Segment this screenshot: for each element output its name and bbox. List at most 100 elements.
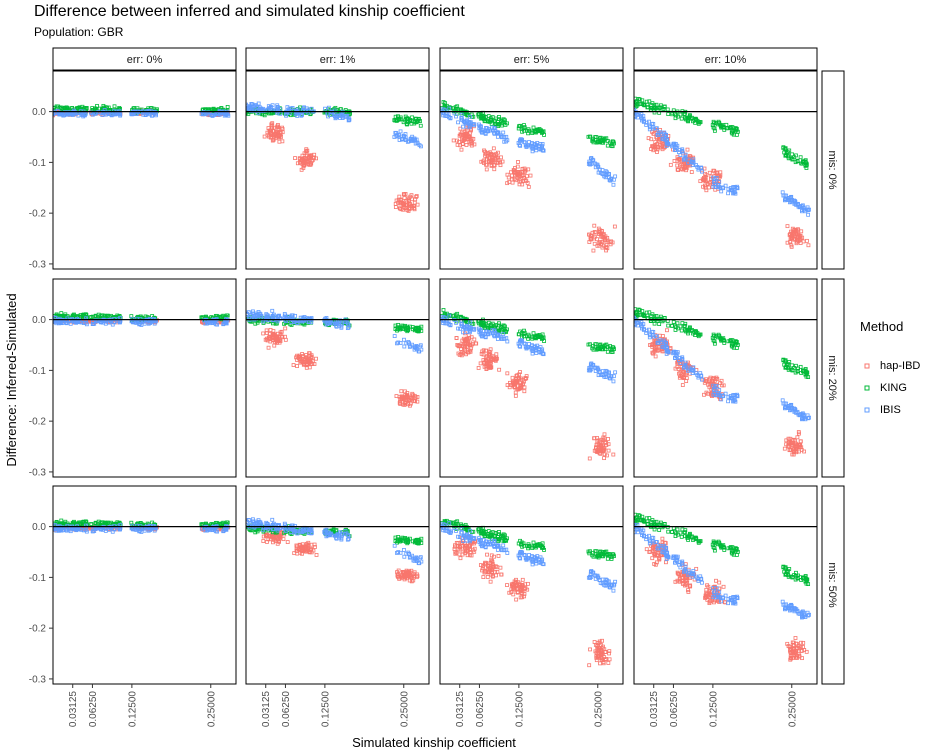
data-point [543,340,546,343]
data-point [727,400,730,403]
data-point [799,440,802,443]
data-point [315,357,318,360]
data-point [681,384,684,387]
data-point [477,366,480,369]
row-strip-label: mis: 50% [826,562,838,607]
data-point [267,346,270,349]
data-point [606,437,609,440]
data-point [281,140,284,143]
data-point [403,196,406,199]
data-point [313,363,316,366]
data-point [667,324,670,327]
data-point [603,433,606,436]
data-point [262,332,265,335]
data-point [496,337,499,340]
data-point [669,163,672,166]
panel-border [246,71,429,269]
data-point [612,183,615,186]
data-point [613,225,616,228]
data-point [588,457,591,460]
data-point [614,175,617,178]
data-point [781,399,784,402]
data-point [807,213,810,216]
data-point [452,139,455,142]
data-point [799,440,802,443]
data-point [485,168,488,171]
data-point [462,331,465,334]
data-point [511,181,514,184]
facet-panel [245,279,429,477]
data-point [419,124,422,127]
data-point [680,117,683,120]
facet-panels: err: 0% err: 1% err: 5% err: 10% mis: 0% mis:… [29,48,844,727]
data-point [296,365,299,368]
data-point [395,395,398,398]
data-point [402,338,405,341]
point-layer [633,97,811,248]
point-layer [245,309,422,407]
point-layer [439,101,617,252]
data-point [523,390,526,393]
row-strip-label: mis: 20% [826,355,838,400]
facet-panel [52,71,236,269]
column-strip-label: err: 10% [705,54,747,66]
data-point [457,121,460,124]
point-layer [245,102,423,212]
data-point [514,394,517,397]
data-point [492,147,495,150]
column-strip-label: err: 0% [127,54,163,66]
data-point [506,372,509,375]
data-point [800,230,803,233]
data-point [271,309,274,312]
data-point [690,171,693,174]
data-point [592,249,595,252]
data-point [593,224,596,227]
data-point [735,133,738,136]
data-point [393,335,396,338]
data-point [292,364,295,367]
data-point [226,105,229,108]
data-point [479,362,482,365]
facet-panel [633,279,817,477]
data-point [665,329,668,332]
data-point [403,345,406,348]
data-point [661,334,664,337]
data-point [284,327,287,330]
data-point [807,244,810,247]
panel-border [246,279,429,477]
column-strip-label: err: 1% [320,54,356,66]
data-point [686,148,689,151]
point-layer [245,518,422,583]
data-point [284,338,287,341]
data-point [606,144,609,147]
data-point [532,126,535,129]
row-strip-label: mis: 0% [826,150,838,189]
series-hapibd [262,327,419,407]
data-point [527,185,530,188]
data-point [666,108,669,111]
data-point [672,320,675,323]
column-strip-label: err: 5% [514,54,550,66]
facet-panel [439,279,623,477]
data-point [783,447,786,450]
data-point [607,449,610,452]
panel-border [53,71,236,269]
data-point [805,239,808,242]
data-point [708,171,711,174]
data-point [113,105,116,108]
facet-panel [245,71,429,269]
data-point [399,130,402,133]
data-point [781,191,784,194]
data-point [612,380,615,383]
point-layer [439,308,617,460]
facet-panel [52,486,236,684]
facet-panel [52,279,236,477]
data-point [498,368,501,371]
data-point [496,135,499,138]
facet-panel [245,486,429,684]
panel-border [53,486,236,684]
data-point [614,371,617,374]
data-point [262,540,265,543]
data-point [735,346,738,349]
facet-panel [439,71,623,269]
